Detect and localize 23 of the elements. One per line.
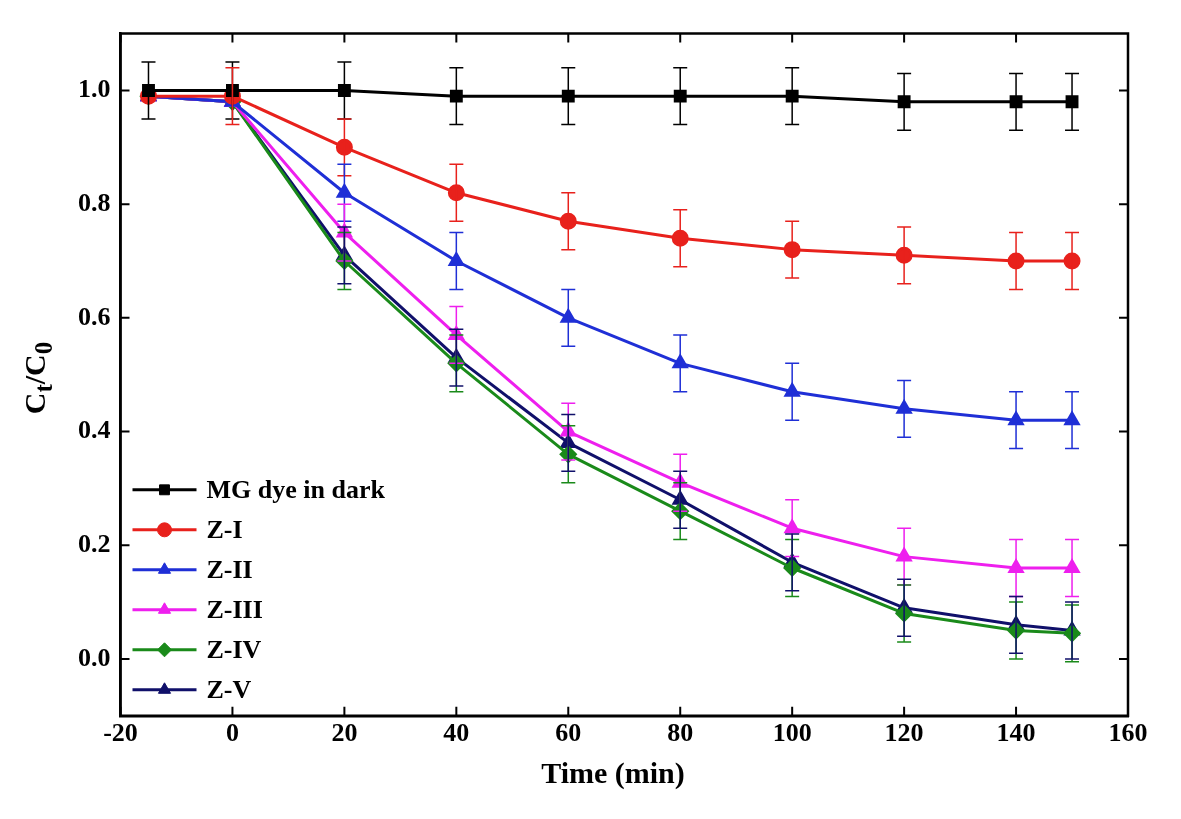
legend-label: MG dye in dark <box>206 474 386 504</box>
x-tick-label: 40 <box>443 718 470 748</box>
legend-label: Z-II <box>206 554 253 584</box>
legend-label: Z-III <box>206 594 263 624</box>
x-axis-title: Time (min) <box>540 756 686 790</box>
legend-label: Z-V <box>206 674 252 704</box>
x-tick-label: 120 <box>884 718 924 748</box>
legend-label: Z-I <box>206 514 243 544</box>
x-tick-label: 100 <box>772 718 812 748</box>
x-tick-label: 0 <box>225 718 239 748</box>
x-tick-label: 60 <box>555 718 582 748</box>
y-tick-label: 0.6 <box>78 301 111 331</box>
legend-label: Z-IV <box>206 634 262 664</box>
y-tick-label: 1.0 <box>78 74 111 104</box>
x-tick-label: 160 <box>1108 718 1148 748</box>
x-tick-label: 140 <box>996 718 1036 748</box>
x-tick-label: 20 <box>331 718 358 748</box>
y-tick-label: 0.2 <box>78 528 111 558</box>
x-tick-label: -20 <box>103 718 138 748</box>
y-tick-label: 0.0 <box>78 642 111 672</box>
y-tick-label: 0.4 <box>78 415 111 445</box>
x-tick-label: 80 <box>667 718 694 748</box>
y-tick-label: 0.8 <box>78 187 111 217</box>
